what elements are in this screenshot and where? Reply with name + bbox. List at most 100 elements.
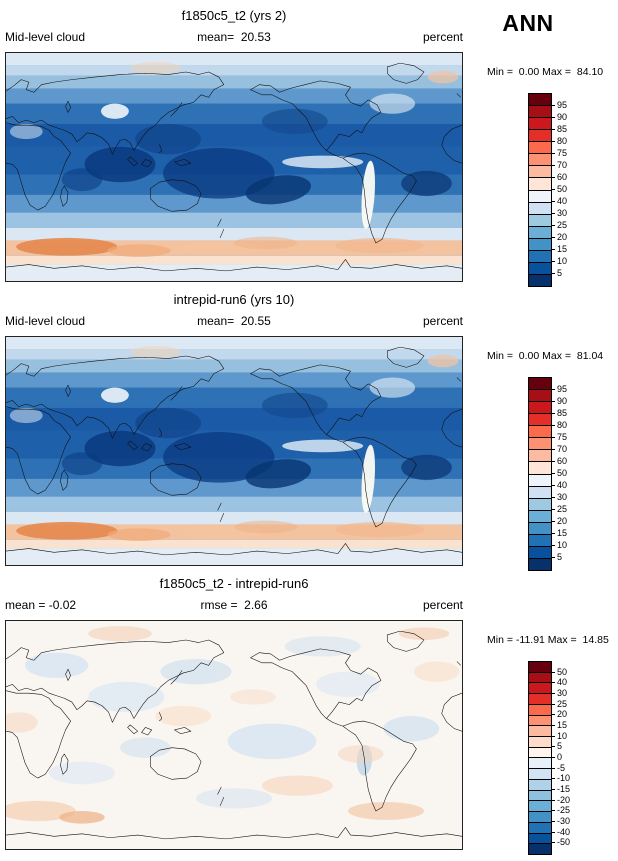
colorbar-tick [552,545,555,546]
field-blob [59,811,105,824]
colorbar-tick-label: 70 [557,160,568,170]
colorbar-segment [529,693,551,704]
field-blob [163,148,275,199]
colorbar-segment [529,736,551,747]
colorbar-tick-label: 75 [557,432,568,442]
field-blob [398,627,450,640]
colorbar-tick-label: 40 [557,196,568,206]
colorbar-difference: 50 40 30 25 20 15 10 5 0 -5 -10 -15 -20 -25 -30 -40 -50 [528,661,592,861]
colorbar-tick-label: 20 [557,232,568,242]
colorbar-tick-label: 30 [557,492,568,502]
field-blob [16,237,118,256]
colorbar-segment [529,389,551,402]
minmax-label: Min = -11.91 Max = 14.85 [487,634,609,646]
colorbar-segment [529,201,551,214]
colorbar-tick [552,129,555,130]
field-blob [163,432,275,483]
season-label: ANN [502,10,554,36]
colorbar-tick-label: 20 [557,516,568,526]
colorbar-segment [529,662,551,672]
field-blob [6,712,38,733]
colorbar-tick-label: 75 [557,148,568,158]
field-blob [245,459,312,489]
colorbar-segment [529,129,551,142]
minmax-label: Min = 0.00 Max = 84.10 [487,66,604,78]
units-label: percent [422,598,463,612]
rmse-label: rmse = 2.66 [200,598,268,612]
variable-label: Mid-level cloud [5,314,86,328]
colorbar-tick-label: 20 [557,709,568,720]
field-blob [120,737,171,758]
colorbar-tick [552,725,555,726]
colorbar-tick-label: 40 [557,480,568,490]
zonal-band [6,227,462,241]
colorbar-tick [552,757,555,758]
field-blob [383,716,440,742]
colorbar-segment [529,800,551,812]
colorbar-tick [552,767,555,769]
colorbar-tick-label: 50 [557,468,568,478]
zonal-band [6,264,462,281]
colorbar-segment [529,497,551,510]
coastlines [6,346,462,556]
colorbar-bar [528,93,552,287]
colorbar-tick [552,509,555,510]
zonal-band [6,88,462,104]
field-blob [337,745,384,763]
colorbar-segment [529,177,551,190]
colorbar-segment [529,778,551,790]
field-blob [413,661,460,682]
colorbar-tick [552,831,555,833]
field-blob [427,354,459,368]
field-blob [130,61,181,75]
field-blob [107,244,171,257]
colorbar-segment [529,671,551,683]
panel-title: intrepid-run6 (yrs 10) [173,292,295,307]
colorbar-tick-label: 40 [557,677,568,688]
colorbar-tick [552,117,555,118]
colorbar-segment [529,425,551,438]
colorbar-tick [552,237,555,238]
field-blob [427,70,459,84]
colorbar-tick-label: -10 [557,773,571,784]
colorbar-segment [529,165,551,178]
colorbar-segment [529,153,551,166]
panel-difference: f1850c5_t2 - intrepid-run6 mean = -0.02 … [0,576,618,860]
colorbar-tick [552,165,555,166]
colorbar-tick [552,671,555,673]
field-blob [84,430,156,467]
colorbar-segment [529,413,551,426]
colorbar-tick [552,735,555,737]
field-blob [84,146,156,183]
field-blob [88,681,165,713]
zonal-band [6,539,462,549]
colorbar-segment [529,141,551,154]
coastlines [6,62,462,272]
colorbar-tick-label: 30 [557,208,568,218]
field-blob [9,123,43,140]
colorbar-segment [529,213,551,226]
coastlines [6,630,462,840]
stats-row: mean = -0.02 rmse = 2.66 percent [5,598,463,612]
field-blob [196,788,272,809]
colorbar-tick-label: 90 [557,112,568,122]
colorbar-tick-label: 15 [557,720,568,730]
colorbar-tick [552,693,555,694]
zonal-band [6,349,462,360]
units-label: percent [422,30,463,44]
colorbar-segment [529,437,551,450]
map-svg [6,337,462,565]
colorbar-tick [552,105,555,106]
colorbar-tick [552,485,555,486]
colorbar-segment [529,811,551,822]
colorbar-tick [552,821,555,822]
colorbar-segment [529,378,551,390]
colorbar-tick [552,810,555,812]
colorbar-segment [529,117,551,130]
colorbar-tick-label: -15 [557,784,571,794]
zonal-band [6,548,462,565]
colorbar-segment [529,821,551,833]
field-blob [361,160,376,229]
colorbar-tick-label: 5 [557,268,563,278]
colorbar-tick-label: 80 [557,136,568,146]
